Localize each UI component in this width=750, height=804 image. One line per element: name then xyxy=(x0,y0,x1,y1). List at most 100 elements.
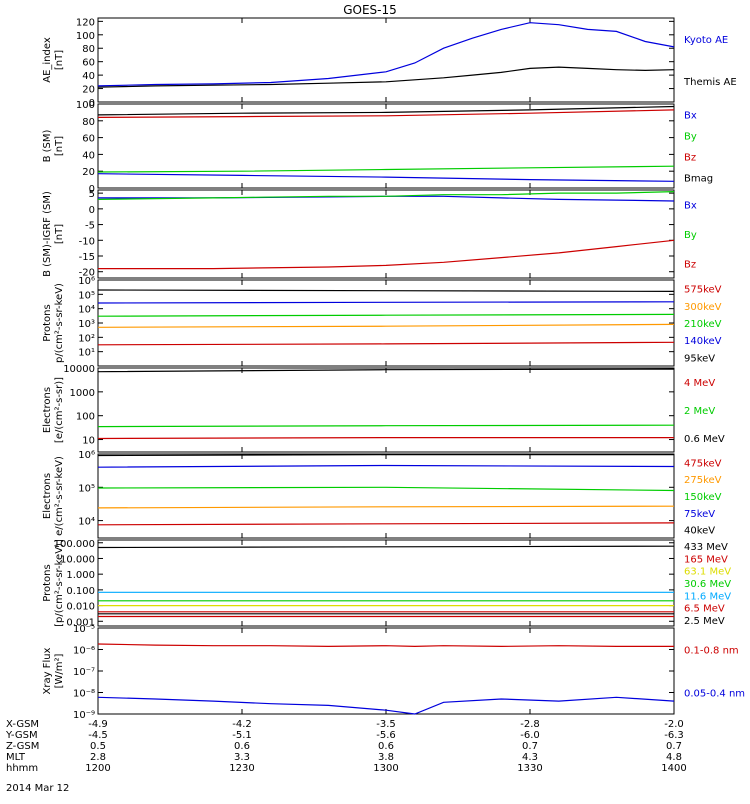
legend-entry: 40keV xyxy=(684,526,715,537)
footer-row-label: MLT xyxy=(6,752,26,763)
footer-value-z_gsm: 0.5 xyxy=(90,741,106,752)
y-tick-label: 60 xyxy=(82,134,95,145)
y-axis-label: [W/m²] xyxy=(54,653,65,688)
y-tick-label: -20 xyxy=(79,268,95,279)
panel-bigrf: -20 -15 -10 -5 0 5 B (SM)-IGRF (SM) [nT] Bx By Bz xyxy=(42,189,697,279)
series-line-275keV xyxy=(97,505,675,509)
y-tick-label: -10 xyxy=(79,236,95,247)
y-axis-label: [nT] xyxy=(54,136,65,156)
footer-value-x_gsm: -4.2 xyxy=(232,719,252,730)
legend-entry: Themis AE xyxy=(683,77,737,88)
y-tick-label: 10¹ xyxy=(78,348,95,359)
y-axis-label: B (SM) xyxy=(42,129,53,162)
y-tick-label: 0 xyxy=(89,98,95,109)
legend-entry: 433 MeV xyxy=(684,542,728,553)
legend-entry: 0.1-0.8 nm xyxy=(684,646,739,657)
footer-row-label: Y-GSM xyxy=(5,730,38,741)
panel-electrons_mev: 10 100 1000 10000 Electrons [e/(cm²-s-sr)] 4 M… xyxy=(42,364,725,453)
y-tick-label: 1.000 xyxy=(66,570,95,581)
y-tick-label: 10⁻⁵ xyxy=(73,624,95,635)
footer-value-y_gsm: -6.3 xyxy=(664,730,684,741)
y-tick-label: 20 xyxy=(82,167,95,178)
series-line-433-MeV xyxy=(97,545,675,549)
y-tick-label: 40 xyxy=(82,71,95,82)
legend-entry: 11.6 MeV xyxy=(684,591,731,602)
legend-entry: 2.5 MeV xyxy=(684,616,725,627)
y-tick-label: 10⁻⁶ xyxy=(73,646,95,657)
series-line-Bmag xyxy=(97,105,675,116)
legend-entry: 575keV xyxy=(684,285,722,296)
legend-entry: 75keV xyxy=(684,509,715,520)
series-line-140keV xyxy=(97,301,675,304)
series-line-150keV xyxy=(97,486,675,492)
legend-entry: 63.1 MeV xyxy=(684,567,731,578)
y-tick-label: 10 xyxy=(82,436,95,447)
footer-value-z_gsm: 0.7 xyxy=(522,741,538,752)
y-axis-label: [e/(cm²-s-sr)] xyxy=(54,377,65,443)
y-tick-label: 40 xyxy=(82,150,95,161)
y-tick-label: 10⁶ xyxy=(78,276,95,287)
series-line-95keV xyxy=(97,289,675,292)
footer-value-mlt: 4.3 xyxy=(522,752,538,763)
series-line-300keV xyxy=(97,323,675,328)
y-tick-label: 0.001 xyxy=(66,617,95,628)
series-line-By xyxy=(97,165,675,173)
legend-entry: 95keV xyxy=(684,353,715,364)
y-tick-label: 10⁶ xyxy=(78,450,95,461)
series-line-475keV xyxy=(97,522,675,526)
panel-electrons_kev: 10⁴ 10⁵ 10⁶ Electrons e/(cm²-s-sr-keV) 475keV… xyxy=(42,450,722,539)
panel-frame xyxy=(97,627,675,715)
y-tick-label: 10⁴ xyxy=(78,517,95,528)
series-line-210keV xyxy=(97,313,675,317)
legend-entry: Bz xyxy=(684,153,696,164)
legend-entry: 150keV xyxy=(684,492,722,503)
y-tick-label: 10.000 xyxy=(60,554,95,565)
y-tick-label: 1000 xyxy=(70,388,95,399)
legend-entry: 165 MeV xyxy=(684,554,728,565)
legend-entry: Kyoto AE xyxy=(684,35,728,46)
footer-value-hhmm: 1400 xyxy=(661,763,686,774)
footer-value-mlt: 2.8 xyxy=(90,752,106,763)
series-line-Kyoto-AE xyxy=(97,22,675,87)
legend-entry: 4 MeV xyxy=(684,378,715,389)
y-tick-label: 10⁴ xyxy=(78,305,95,316)
footer-value-x_gsm: -2.8 xyxy=(520,719,540,730)
footer-row-label: hhmm xyxy=(6,763,38,774)
y-tick-label: 100 xyxy=(76,31,95,42)
legend-entry: Bx xyxy=(684,111,697,122)
y-axis-label: Protons xyxy=(42,304,53,341)
series-line-0.05-0.4-nm xyxy=(97,696,675,715)
panel-protons_mev: 0.001 0.010 0.100 1.000 10.000 100.000 Protons… xyxy=(42,539,731,629)
y-tick-label: 100.000 xyxy=(54,539,95,550)
legend-entry: 6.5 MeV xyxy=(684,604,725,615)
y-axis-label: Electrons xyxy=(42,473,53,519)
y-tick-label: 0 xyxy=(89,184,95,195)
y-axis-label: AE_index xyxy=(42,37,53,83)
legend-entry: 0.05-0.4 nm xyxy=(684,689,745,700)
y-tick-label: 20 xyxy=(82,85,95,96)
legend-entry: 0.6 MeV xyxy=(684,434,725,445)
series-line-Themis-AE xyxy=(97,66,675,88)
y-tick-label: 10⁻⁸ xyxy=(73,689,95,700)
y-tick-label: 80 xyxy=(82,117,95,128)
footer-row-label: Z-GSM xyxy=(6,741,39,752)
footer-value-x_gsm: -3.5 xyxy=(376,719,396,730)
panel-b: 0 20 40 60 80 100 B (SM) [nT] Bx By Bz Bmag xyxy=(42,100,713,195)
footer-value-y_gsm: -5.1 xyxy=(232,730,252,741)
footer-value-z_gsm: 0.6 xyxy=(378,741,394,752)
y-tick-label: 10⁻⁷ xyxy=(73,667,95,678)
footer-row-label: X-GSM xyxy=(6,719,39,730)
panel-frame xyxy=(97,367,675,453)
panel-protons_kev: 10¹ 10² 10³ 10⁴ 10⁵ 10⁶ Protons p/(cm²-s-sr-keV… xyxy=(42,276,722,367)
series-line-By xyxy=(97,191,675,200)
panel-xray: 10⁻⁹ 10⁻⁸ 10⁻⁷ 10⁻⁶ 10⁻⁵ Xray Flux [W/m²] 0.1-0… xyxy=(42,624,745,721)
footer-value-y_gsm: -4.5 xyxy=(88,730,108,741)
footer-value-y_gsm: -5.6 xyxy=(376,730,396,741)
y-tick-label: -15 xyxy=(79,252,95,263)
y-tick-label: 0.010 xyxy=(66,602,95,613)
y-axis-label: Xray Flux xyxy=(42,647,53,694)
legend-entry: By xyxy=(684,132,697,143)
legend-entry: 140keV xyxy=(684,336,722,347)
